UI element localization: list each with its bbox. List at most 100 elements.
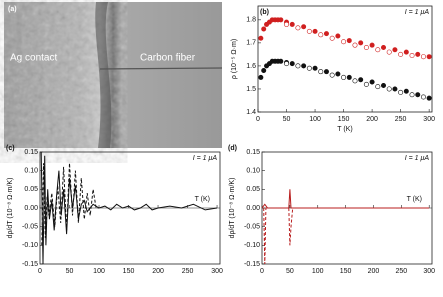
y-axis-label: dρ/dT (10⁻⁸ Ω·m/K) <box>229 178 236 239</box>
data-point <box>323 69 329 75</box>
panel-label: (c) <box>6 145 15 152</box>
x-tick-label: 0 <box>260 268 264 275</box>
data-point <box>381 83 387 89</box>
x-axis-label: T (K) <box>195 196 210 203</box>
x-tick-label: 200 <box>152 268 164 275</box>
data-point <box>261 26 267 32</box>
annotation: Carbon fiber <box>140 53 196 64</box>
y-tick-label: 1.7 <box>246 40 256 47</box>
annotation: Ag contact <box>10 53 57 64</box>
contact-edge <box>95 2 112 148</box>
data-point <box>369 79 375 85</box>
data-point <box>329 35 335 41</box>
y-tick-label: 0.10 <box>246 168 260 175</box>
y-tick-label: 0.00 <box>246 205 260 212</box>
data-point <box>363 44 369 50</box>
y-tick-label: -0.05 <box>22 224 38 231</box>
annotation: I = 1 μA <box>405 9 430 16</box>
y-tick-label: -0.15 <box>244 261 260 268</box>
data-point <box>295 63 301 69</box>
data-point <box>392 86 398 92</box>
x-tick-label: 150 <box>338 116 350 123</box>
data-point <box>398 89 404 95</box>
data-point <box>358 40 364 46</box>
y-tick-label: -0.15 <box>22 261 38 268</box>
data-point <box>341 74 347 80</box>
data-point <box>318 32 324 38</box>
x-tick-label: 250 <box>396 268 408 275</box>
data-point <box>261 68 267 74</box>
data-point <box>386 49 392 55</box>
data-point <box>312 28 318 34</box>
y-tick-label: 1.4 <box>246 109 256 116</box>
y-tick-label: 0.05 <box>246 186 260 193</box>
x-tick-label: 150 <box>340 268 352 275</box>
x-tick-label: 50 <box>66 268 74 275</box>
data-point <box>306 28 312 34</box>
data-point <box>284 61 290 67</box>
panel-label: (b) <box>260 9 269 16</box>
data-point <box>329 72 335 78</box>
data-point <box>415 51 421 57</box>
y-tick-label: 0.10 <box>24 168 38 175</box>
data-point <box>289 21 295 27</box>
x-tick-label: 250 <box>182 268 194 275</box>
x-tick-label: 100 <box>93 268 105 275</box>
data-point <box>409 53 415 59</box>
y-tick-label: 1.6 <box>246 63 256 70</box>
y-tick-label: 1.5 <box>246 86 256 93</box>
annotation: I = 1 μA <box>405 155 430 162</box>
plot-frame <box>257 5 433 113</box>
x-tick-label: 300 <box>423 268 435 275</box>
x-tick-label: 50 <box>283 116 291 123</box>
data-point <box>312 65 318 71</box>
data-point <box>420 54 426 60</box>
x-tick-label: 200 <box>366 116 378 123</box>
data-point <box>392 47 398 53</box>
y-tick-label: -0.10 <box>22 242 38 249</box>
y-tick-label: 0.05 <box>24 186 38 193</box>
fiber <box>99 67 223 70</box>
x-tick-label: 150 <box>123 268 135 275</box>
data-line <box>40 151 218 265</box>
x-tick-label: 300 <box>423 116 435 123</box>
data-point <box>295 25 301 31</box>
data-point <box>284 21 290 27</box>
y-tick-label: -0.10 <box>244 242 260 249</box>
y-tick-label: 0.15 <box>246 149 260 156</box>
data-point <box>409 92 415 98</box>
data-point <box>278 17 284 23</box>
data-point <box>318 69 324 75</box>
data-point <box>258 35 264 41</box>
x-axis-label: T (K) <box>407 196 422 203</box>
data-point <box>426 95 432 101</box>
y-tick-label: 0.00 <box>24 205 38 212</box>
data-point <box>386 86 392 92</box>
data-point <box>289 61 295 67</box>
x-axis-label: T (K) <box>337 126 352 133</box>
data-point <box>375 84 381 90</box>
data-point <box>369 42 375 48</box>
y-tick-label: -0.05 <box>244 224 260 231</box>
y-axis-label: dρ/dT (10⁻⁸ Ω·m/K) <box>7 178 14 239</box>
data-point <box>403 49 409 55</box>
data-point <box>363 81 369 87</box>
y-tick-label: 0.15 <box>24 149 38 156</box>
data-point <box>278 58 284 64</box>
data-point <box>352 78 358 84</box>
data-point <box>426 54 432 60</box>
data-point <box>398 51 404 57</box>
x-tick-label: 0 <box>38 268 42 275</box>
data-point <box>301 63 307 69</box>
panel-label: (a) <box>8 6 17 13</box>
data-point <box>346 38 352 44</box>
x-tick-label: 100 <box>309 116 321 123</box>
data-point <box>420 94 426 100</box>
data-point <box>341 39 347 45</box>
x-tick-label: 200 <box>368 268 380 275</box>
data-point <box>375 47 381 53</box>
panel-label: (d) <box>228 145 237 152</box>
data-point <box>403 88 409 94</box>
x-tick-label: 100 <box>312 268 324 275</box>
data-point <box>352 42 358 48</box>
